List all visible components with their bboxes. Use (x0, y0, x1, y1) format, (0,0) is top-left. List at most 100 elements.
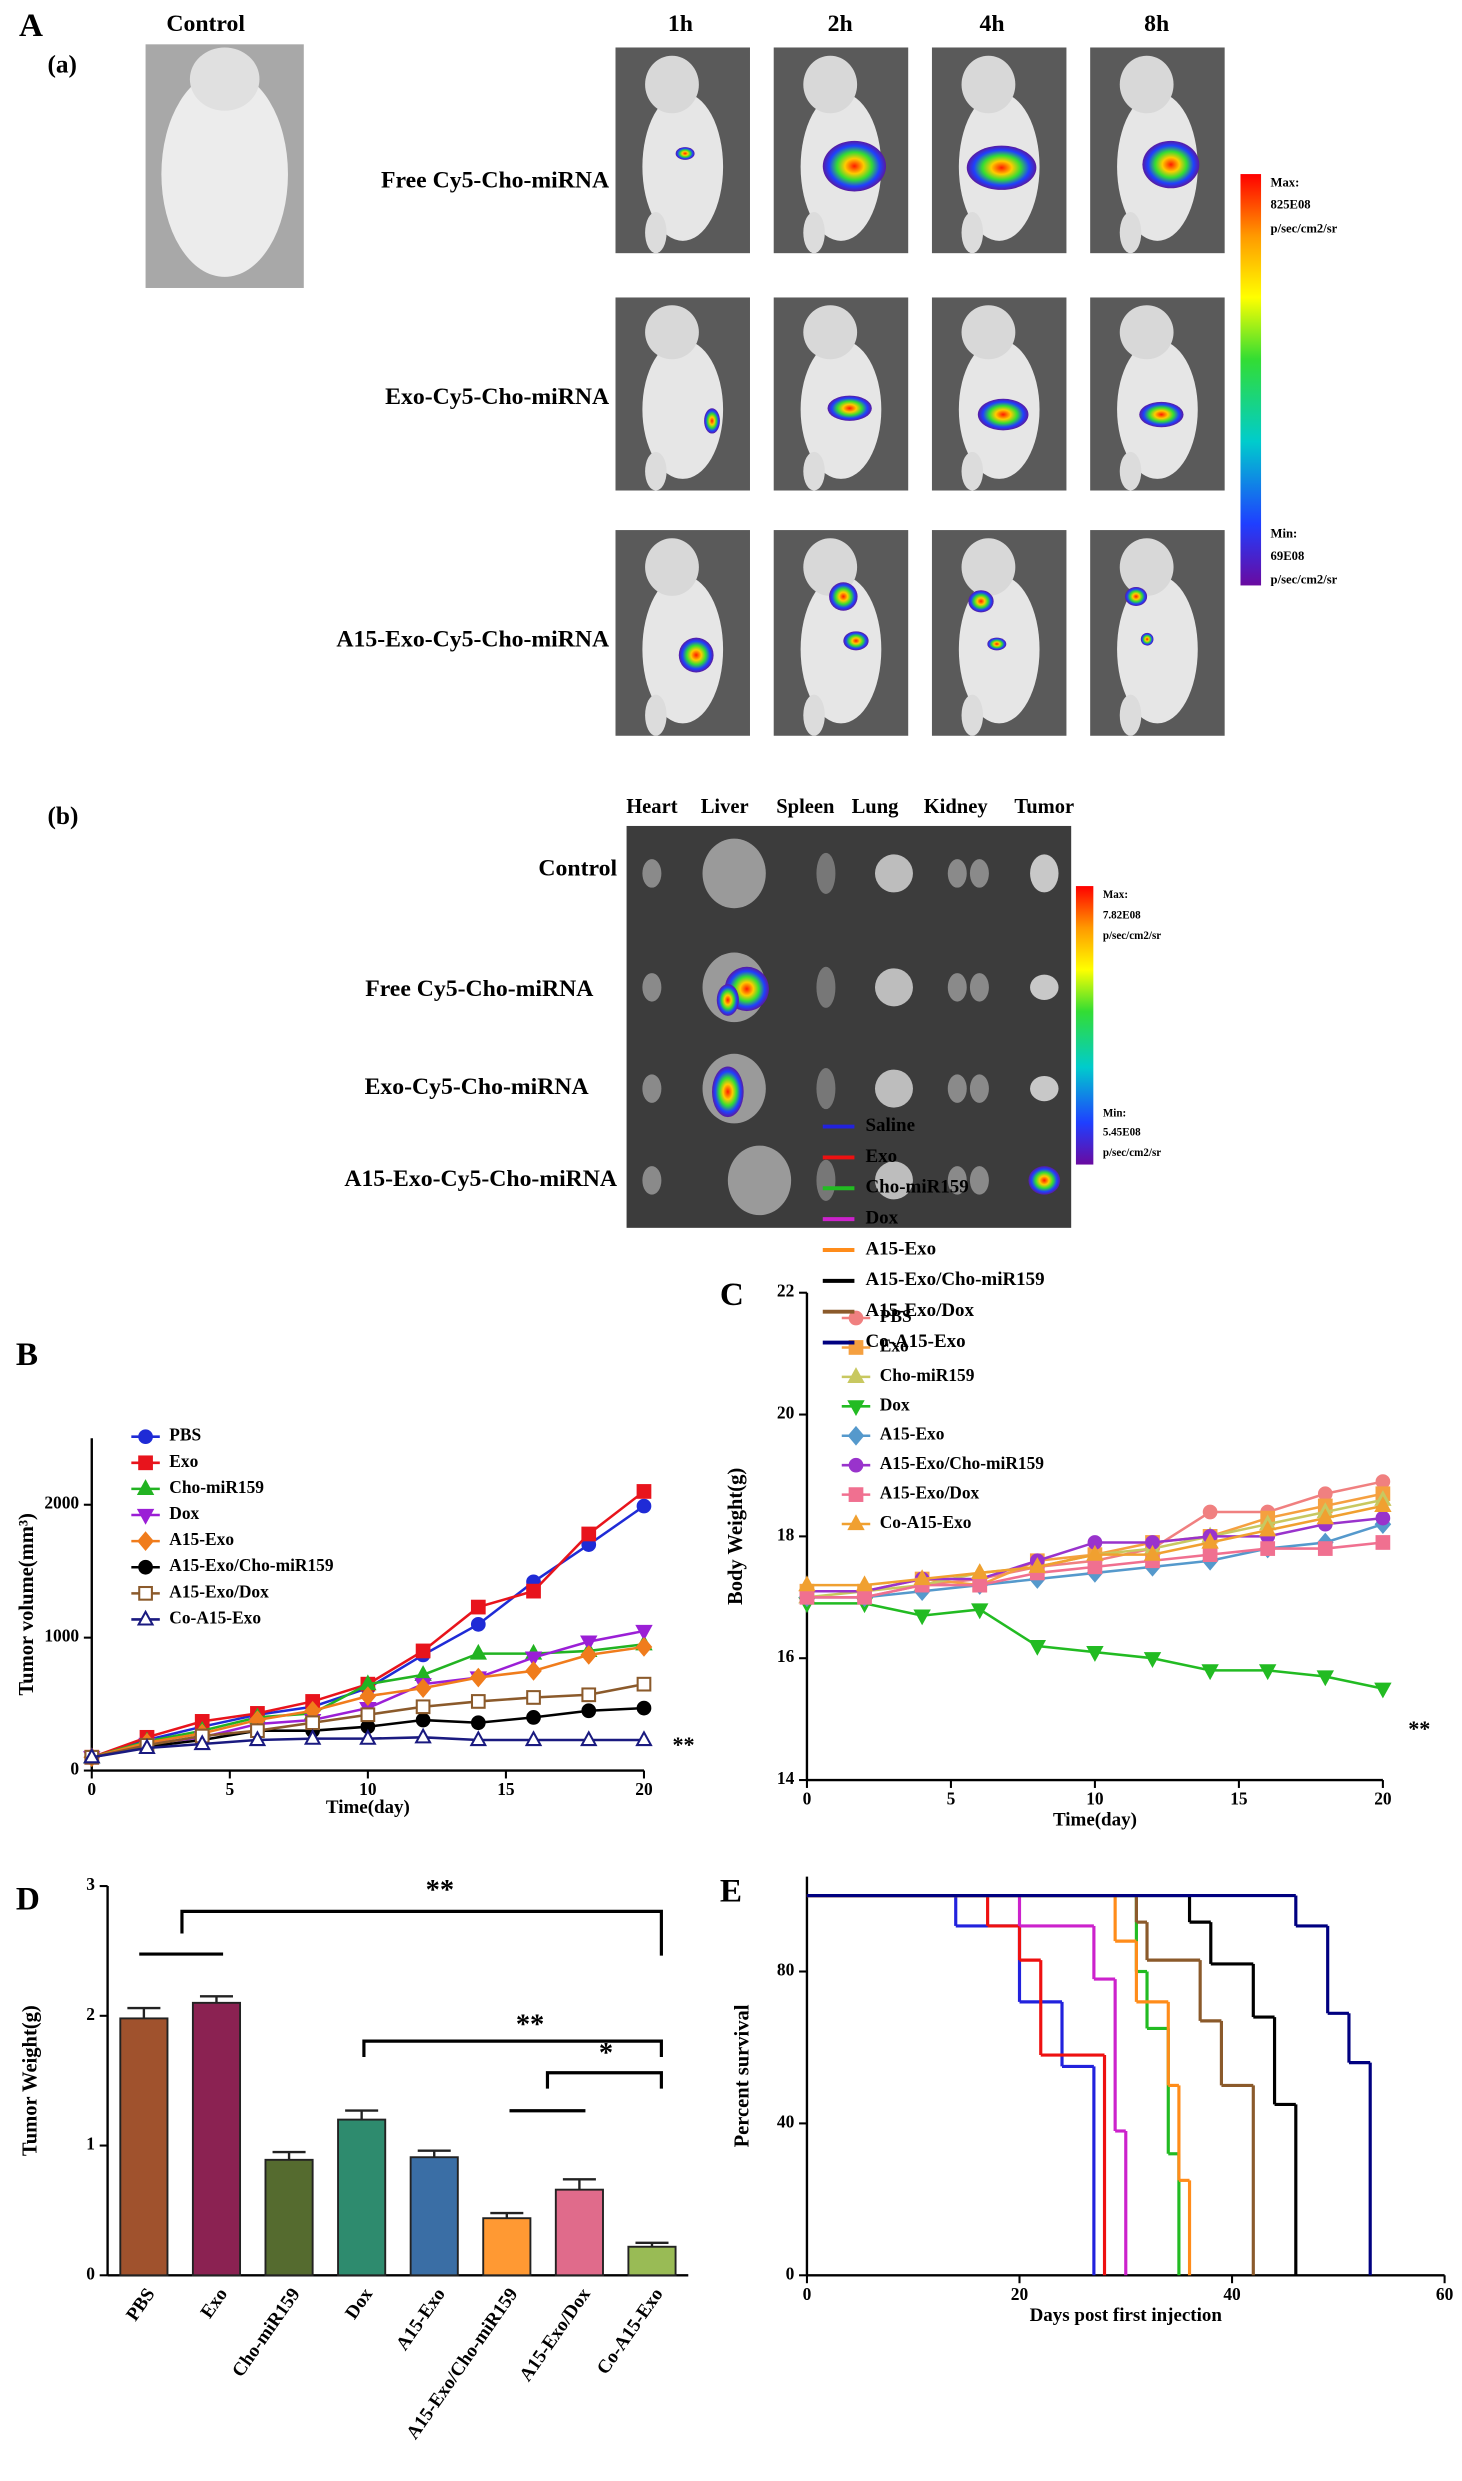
mouse-head (803, 305, 858, 360)
column-header: 1h (668, 11, 693, 37)
annotation: ** (426, 1875, 454, 1906)
mouse-leg (1119, 451, 1142, 491)
scale-label: p/sec/cm2/sr (1103, 1147, 1161, 1159)
marker (580, 1645, 598, 1665)
marker (636, 1484, 652, 1499)
x-tick-label: PBS (122, 2284, 159, 2325)
marker (524, 1730, 543, 1747)
mouse-body (1117, 575, 1198, 724)
mouse-leg (645, 451, 667, 491)
organ (874, 1161, 913, 1200)
marker (193, 1734, 211, 1751)
marker (848, 1310, 864, 1326)
marker (1202, 1547, 1218, 1563)
mouse-body (161, 71, 288, 277)
x-axis-label: Time(day) (326, 1797, 410, 1818)
y-tick-label: 2 (86, 2004, 95, 2024)
legend-label: Dox (865, 1207, 898, 1228)
legend-label: Exo (169, 1451, 198, 1471)
organ (702, 838, 766, 909)
marker (635, 1624, 653, 1641)
column-header: 4h (980, 11, 1005, 37)
mouse-body (800, 575, 882, 724)
scale-label: Min: (1103, 1107, 1126, 1119)
y-tick-label: 2000 (44, 1493, 79, 1513)
x-tick-label: 10 (359, 1779, 377, 1799)
organ (947, 973, 967, 1002)
legend-label: A15-Exo/Dox (880, 1483, 980, 1503)
marker (847, 1514, 865, 1531)
signal (1139, 401, 1184, 428)
legend-label: A15-Exo (865, 1238, 936, 1259)
mouse-leg (803, 451, 825, 491)
marker (848, 1457, 864, 1473)
y-tick-label: 80 (777, 1960, 795, 1980)
organ (816, 1159, 836, 1201)
signal (716, 984, 739, 1016)
marker (857, 1589, 872, 1605)
y-axis-label: Tumor volume(mm³) (16, 1513, 38, 1696)
marker (470, 1694, 486, 1709)
x-tick-label: A15-Exo (392, 2284, 450, 2354)
signal (1028, 1166, 1061, 1195)
x-tick-label: 40 (1223, 2284, 1241, 2304)
mouse-head (645, 55, 699, 114)
mouse-leg (803, 212, 825, 254)
x-tick-label: 15 (1230, 1789, 1248, 1809)
marker (848, 1487, 864, 1502)
marker (1317, 1541, 1333, 1556)
bar (627, 2245, 677, 2277)
signal (712, 1066, 744, 1118)
mouse-leg (1119, 694, 1142, 736)
marker (136, 1479, 155, 1496)
annotation: ** (1408, 1716, 1430, 1741)
marker (798, 1575, 816, 1592)
mouse-head (961, 305, 1016, 360)
signal (829, 582, 858, 611)
signal (1140, 632, 1154, 646)
row-label: Exo-Cy5-Cho-miRNA (385, 384, 609, 410)
legend-label: A15-Exo/Cho-miR159 (865, 1269, 1044, 1290)
marker (360, 1707, 376, 1723)
mouse-head (803, 55, 858, 114)
signal (966, 145, 1037, 190)
scale-label: Max: (1271, 175, 1300, 189)
marker (847, 1367, 865, 1383)
bar (337, 2118, 387, 2277)
marker (971, 1563, 989, 1580)
scale-label: 5.45E08 (1103, 1126, 1141, 1138)
mouse-head (961, 55, 1016, 114)
legend-label: Cho-miR159 (880, 1365, 975, 1385)
mouse-leg (645, 212, 667, 254)
x-axis-label: Time(day) (1053, 1810, 1137, 1831)
marker (1258, 1664, 1277, 1681)
annotation: * (599, 2038, 613, 2069)
significance-bracket (180, 1909, 663, 1956)
scale-label: p/sec/cm2/sr (1103, 930, 1161, 942)
row-label: Control (538, 856, 617, 882)
organ (727, 1145, 792, 1216)
marker (1201, 1664, 1219, 1681)
column-header: Heart (626, 796, 677, 818)
color-scale (1075, 886, 1094, 1165)
marker (526, 1690, 541, 1705)
marker (847, 1425, 865, 1446)
marker (415, 1712, 431, 1728)
marker (136, 1508, 155, 1525)
marker (1316, 1508, 1334, 1525)
x-tick-label: Co-A15-Exo (593, 2284, 668, 2378)
organ (816, 1068, 836, 1110)
column-header: Liver (701, 796, 749, 818)
marker (83, 1747, 101, 1764)
legend-label: A15-Exo/Dox (865, 1300, 974, 1321)
column-header: 2h (828, 11, 853, 37)
marker (415, 1643, 431, 1659)
row-label: Free Cy5-Cho-miRNA (381, 167, 609, 193)
marker (635, 1637, 653, 1657)
legend-label: A15-Exo/Cho-miR159 (169, 1555, 334, 1575)
organ (642, 1166, 662, 1195)
y-tick-label: 0 (86, 2263, 95, 2283)
marker (470, 1667, 487, 1688)
column-header: Tumor (1014, 796, 1074, 818)
marker (414, 1727, 432, 1744)
